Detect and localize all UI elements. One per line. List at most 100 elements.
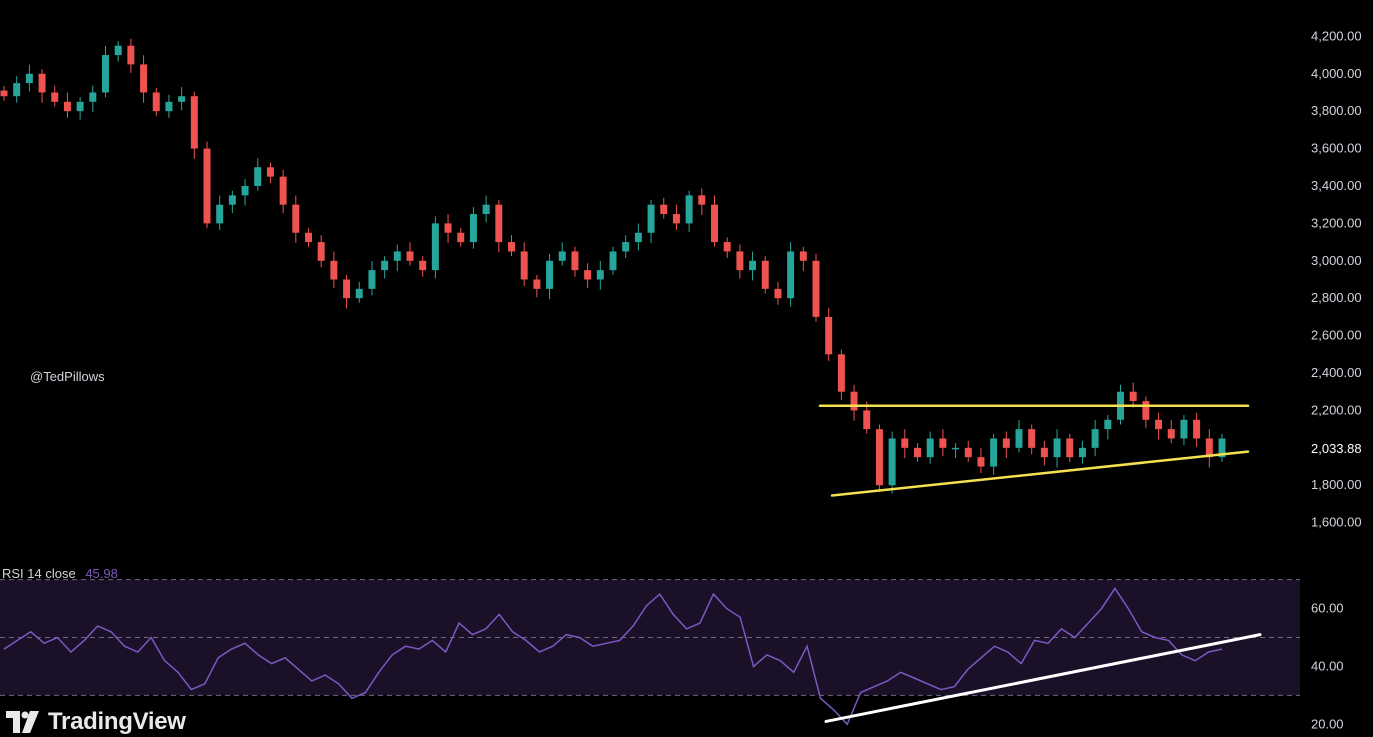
candle-body bbox=[1155, 419, 1163, 430]
candle-body bbox=[774, 288, 782, 299]
tradingview-logo[interactable]: TradingView bbox=[6, 708, 186, 736]
price-tick-label: 3,600.00 bbox=[1311, 141, 1362, 156]
candle-body bbox=[508, 242, 515, 252]
candle-body bbox=[634, 232, 642, 243]
candle-body bbox=[1078, 447, 1086, 458]
rsi-panel bbox=[0, 579, 1300, 726]
candle-body bbox=[76, 101, 84, 112]
price-tick-label: 3,000.00 bbox=[1311, 253, 1362, 268]
rsi-axis: 60.00 40.00 20.00 bbox=[1311, 601, 1344, 732]
candle-body bbox=[926, 438, 934, 458]
candle-body bbox=[1104, 419, 1112, 430]
candles-layer bbox=[0, 38, 1226, 494]
candle-body bbox=[165, 101, 173, 112]
rsi-trendline bbox=[824, 633, 1262, 723]
candle-body bbox=[939, 438, 947, 448]
candle-body bbox=[1040, 447, 1048, 458]
candle-body bbox=[749, 260, 757, 271]
candle-body bbox=[647, 204, 655, 233]
candle-body bbox=[901, 438, 909, 448]
candle-body bbox=[672, 214, 680, 224]
price-tick-label: 3,800.00 bbox=[1311, 103, 1362, 118]
candle-body bbox=[495, 204, 503, 243]
candle-body bbox=[964, 447, 972, 458]
candle-body bbox=[546, 260, 554, 289]
candle-body bbox=[355, 288, 363, 299]
candle-body bbox=[1167, 429, 1175, 439]
candle-body bbox=[305, 232, 312, 243]
candle-body bbox=[1066, 438, 1074, 458]
candle-body bbox=[1091, 429, 1099, 448]
price-tick-label: 1,600.00 bbox=[1311, 515, 1362, 530]
candle-body bbox=[317, 242, 325, 261]
candle-body bbox=[863, 410, 871, 430]
price-tick-label: 2,800.00 bbox=[1311, 290, 1362, 305]
price-tick-label: 3,400.00 bbox=[1311, 178, 1362, 193]
price-tick-label: 2,600.00 bbox=[1311, 328, 1362, 343]
candle-body bbox=[406, 251, 414, 261]
candle-body bbox=[888, 438, 896, 486]
candle-body bbox=[381, 260, 389, 271]
price-tick-label: 2,200.00 bbox=[1311, 402, 1362, 417]
candle-body bbox=[13, 83, 21, 97]
candle-body bbox=[609, 251, 617, 271]
price-tick-label: 4,000.00 bbox=[1311, 66, 1362, 81]
candle-body bbox=[63, 101, 71, 112]
candle-body bbox=[622, 242, 630, 252]
candle-body bbox=[1205, 438, 1213, 458]
candle-body bbox=[520, 251, 528, 280]
price-tick-label: 3,200.00 bbox=[1311, 215, 1362, 230]
candle-body bbox=[89, 92, 97, 102]
candle-body bbox=[1218, 438, 1226, 458]
candle-body bbox=[241, 185, 249, 196]
candle-body bbox=[254, 167, 262, 186]
trendlines-layer bbox=[818, 404, 1262, 723]
rsi-value: 45.98 bbox=[85, 566, 118, 581]
support-trendline bbox=[830, 450, 1250, 497]
candle-body bbox=[533, 279, 541, 289]
candle-body bbox=[990, 438, 998, 467]
candle-body bbox=[660, 204, 668, 215]
candle-body bbox=[1002, 438, 1010, 448]
candle-body bbox=[571, 251, 579, 271]
candle-body bbox=[1028, 429, 1036, 448]
candle-body bbox=[114, 45, 122, 56]
rsi-label: RSI 14 close bbox=[2, 566, 76, 581]
candle-body bbox=[190, 96, 198, 149]
candle-body bbox=[152, 92, 160, 112]
candle-body bbox=[203, 148, 211, 224]
candle-body bbox=[431, 223, 439, 271]
candle-body bbox=[140, 64, 148, 93]
candle-body bbox=[812, 260, 820, 317]
candle-body bbox=[330, 260, 338, 280]
rsi-tick-label: 20.00 bbox=[1311, 716, 1344, 731]
candle-body bbox=[419, 260, 427, 271]
rsi-line bbox=[3, 587, 1223, 726]
candle-body bbox=[469, 214, 477, 243]
candle-body bbox=[825, 316, 833, 355]
candle-body bbox=[1015, 429, 1023, 448]
candle-body bbox=[1129, 391, 1137, 402]
candle-body bbox=[914, 447, 921, 458]
candle-body bbox=[787, 251, 795, 299]
tradingview-logo-icon bbox=[6, 711, 39, 733]
candle-body bbox=[723, 242, 731, 252]
candle-body bbox=[584, 270, 592, 280]
candle-body bbox=[216, 204, 224, 224]
candle-body bbox=[1180, 419, 1188, 439]
author-watermark: @TedPillows bbox=[30, 369, 105, 384]
candle-body bbox=[444, 223, 452, 233]
tradingview-brand-text: TradingView bbox=[48, 708, 186, 735]
price-tick-label: 2,400.00 bbox=[1311, 365, 1362, 380]
candle-body bbox=[875, 429, 883, 486]
candle-body bbox=[51, 92, 59, 102]
candle-body bbox=[799, 251, 807, 261]
candle-body bbox=[102, 55, 109, 93]
candle-body bbox=[127, 45, 135, 65]
rsi-legend: RSI 14 close 45.98 bbox=[2, 566, 118, 581]
candle-body bbox=[596, 270, 604, 280]
candle-body bbox=[711, 204, 718, 243]
candle-body bbox=[558, 251, 566, 261]
price-tick-label: 4,200.00 bbox=[1311, 28, 1362, 43]
